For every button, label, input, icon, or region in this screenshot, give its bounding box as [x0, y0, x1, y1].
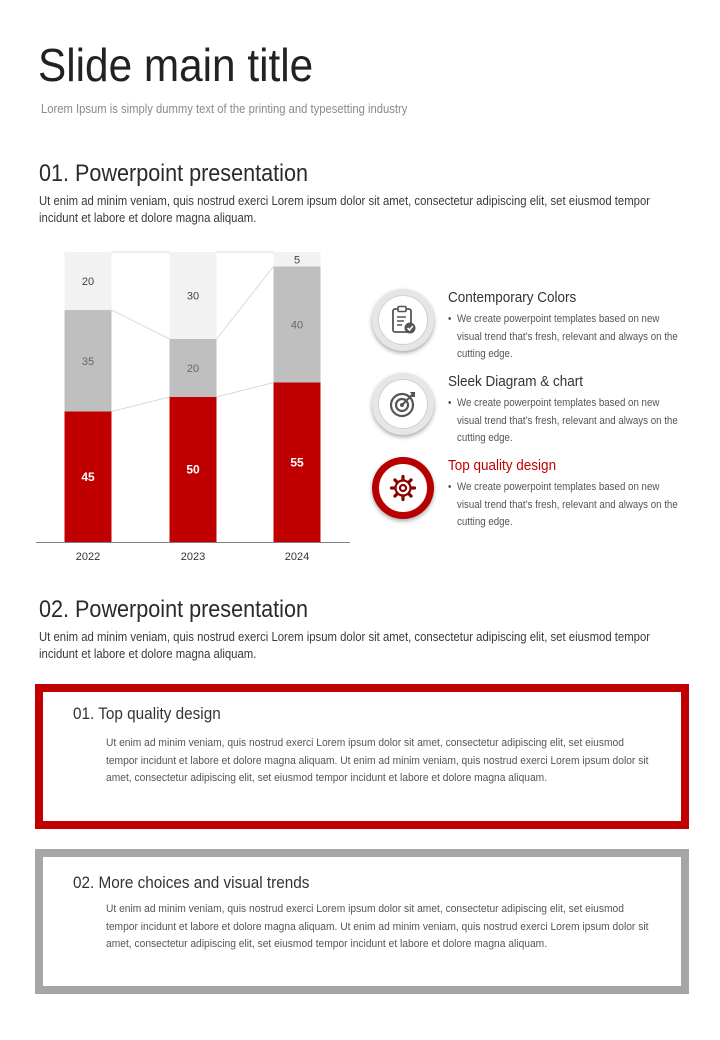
gear-icon: [389, 474, 417, 502]
connector-line: [216, 382, 274, 398]
bar-segment: [169, 339, 217, 397]
bar-segment: [64, 310, 112, 412]
data-label: 20: [187, 363, 199, 375]
connector-line: [111, 396, 170, 412]
feature-title: Contemporary Colors: [448, 289, 577, 306]
box-text: Ut enim ad minim veniam, quis nostrud ex…: [106, 903, 649, 950]
stacked-bar-chart: 45 35 20 50 20 30 55 40 5 2022 2023 2024: [36, 251, 350, 563]
data-label: 55: [290, 455, 304, 469]
bar-segment: [273, 382, 321, 542]
feature-icon-ring: [372, 373, 434, 435]
x-tick-label: 2023: [181, 551, 205, 563]
section2-body: Ut enim ad minim veniam, quis nostrud ex…: [39, 630, 651, 661]
data-label: 40: [291, 320, 303, 332]
feature-title: Top quality design: [448, 457, 557, 474]
section1-body: Ut enim ad minim veniam, quis nostrud ex…: [39, 194, 651, 225]
bar-segment: [64, 252, 112, 310]
bar-segment: [169, 397, 217, 542]
data-label: 5: [294, 254, 300, 266]
section1-heading: 01. Powerpoint presentation: [39, 160, 308, 187]
feature-sleek-diagram: Sleek Diagram & chart • We create powerp…: [370, 373, 700, 453]
info-box-top-quality: 01. Top quality design Ut enim ad minim …: [35, 684, 689, 829]
box-title: 02. More choices and visual trends: [73, 873, 310, 892]
slide-subtitle: Lorem Ipsum is simply dummy text of the …: [41, 102, 408, 116]
data-label: 45: [81, 470, 95, 484]
feature-icon-ring: [372, 289, 434, 351]
target-icon: [389, 392, 415, 418]
feature-contemporary-colors: Contemporary Colors • We create powerpoi…: [370, 289, 700, 369]
feature-text: • We create powerpoint templates based o…: [448, 481, 678, 528]
section2-heading: 02. Powerpoint presentation: [39, 596, 308, 623]
feature-text: • We create powerpoint templates based o…: [448, 313, 678, 360]
feature-icon-ring: [372, 457, 434, 519]
connector-line: [111, 309, 170, 340]
bullet-marker: •: [448, 313, 452, 325]
box-title: 01. Top quality design: [73, 704, 221, 723]
bar-segment: [169, 252, 217, 339]
bullet-marker: •: [448, 481, 452, 493]
bar-segment: [273, 252, 321, 267]
x-tick-label: 2022: [76, 551, 100, 563]
connector-line: [216, 266, 274, 340]
data-label: 50: [186, 463, 200, 477]
feature-text: • We create powerpoint templates based o…: [448, 397, 678, 444]
slide-title: Slide main title: [38, 39, 314, 91]
data-label: 30: [187, 291, 199, 303]
clipboard-check-icon: [392, 305, 416, 334]
data-label: 20: [82, 276, 94, 288]
x-tick-label: 2024: [285, 551, 309, 563]
feature-title: Sleek Diagram & chart: [448, 373, 584, 390]
bullet-marker: •: [448, 397, 452, 409]
bar-segment: [273, 266, 321, 383]
feature-top-quality-design: Top quality design • We create powerpoin…: [370, 457, 700, 537]
bar-segment: [64, 411, 112, 542]
data-label: 35: [82, 356, 94, 368]
info-box-more-choices: 02. More choices and visual trends Ut en…: [35, 849, 689, 994]
box-text: Ut enim ad minim veniam, quis nostrud ex…: [106, 737, 649, 784]
